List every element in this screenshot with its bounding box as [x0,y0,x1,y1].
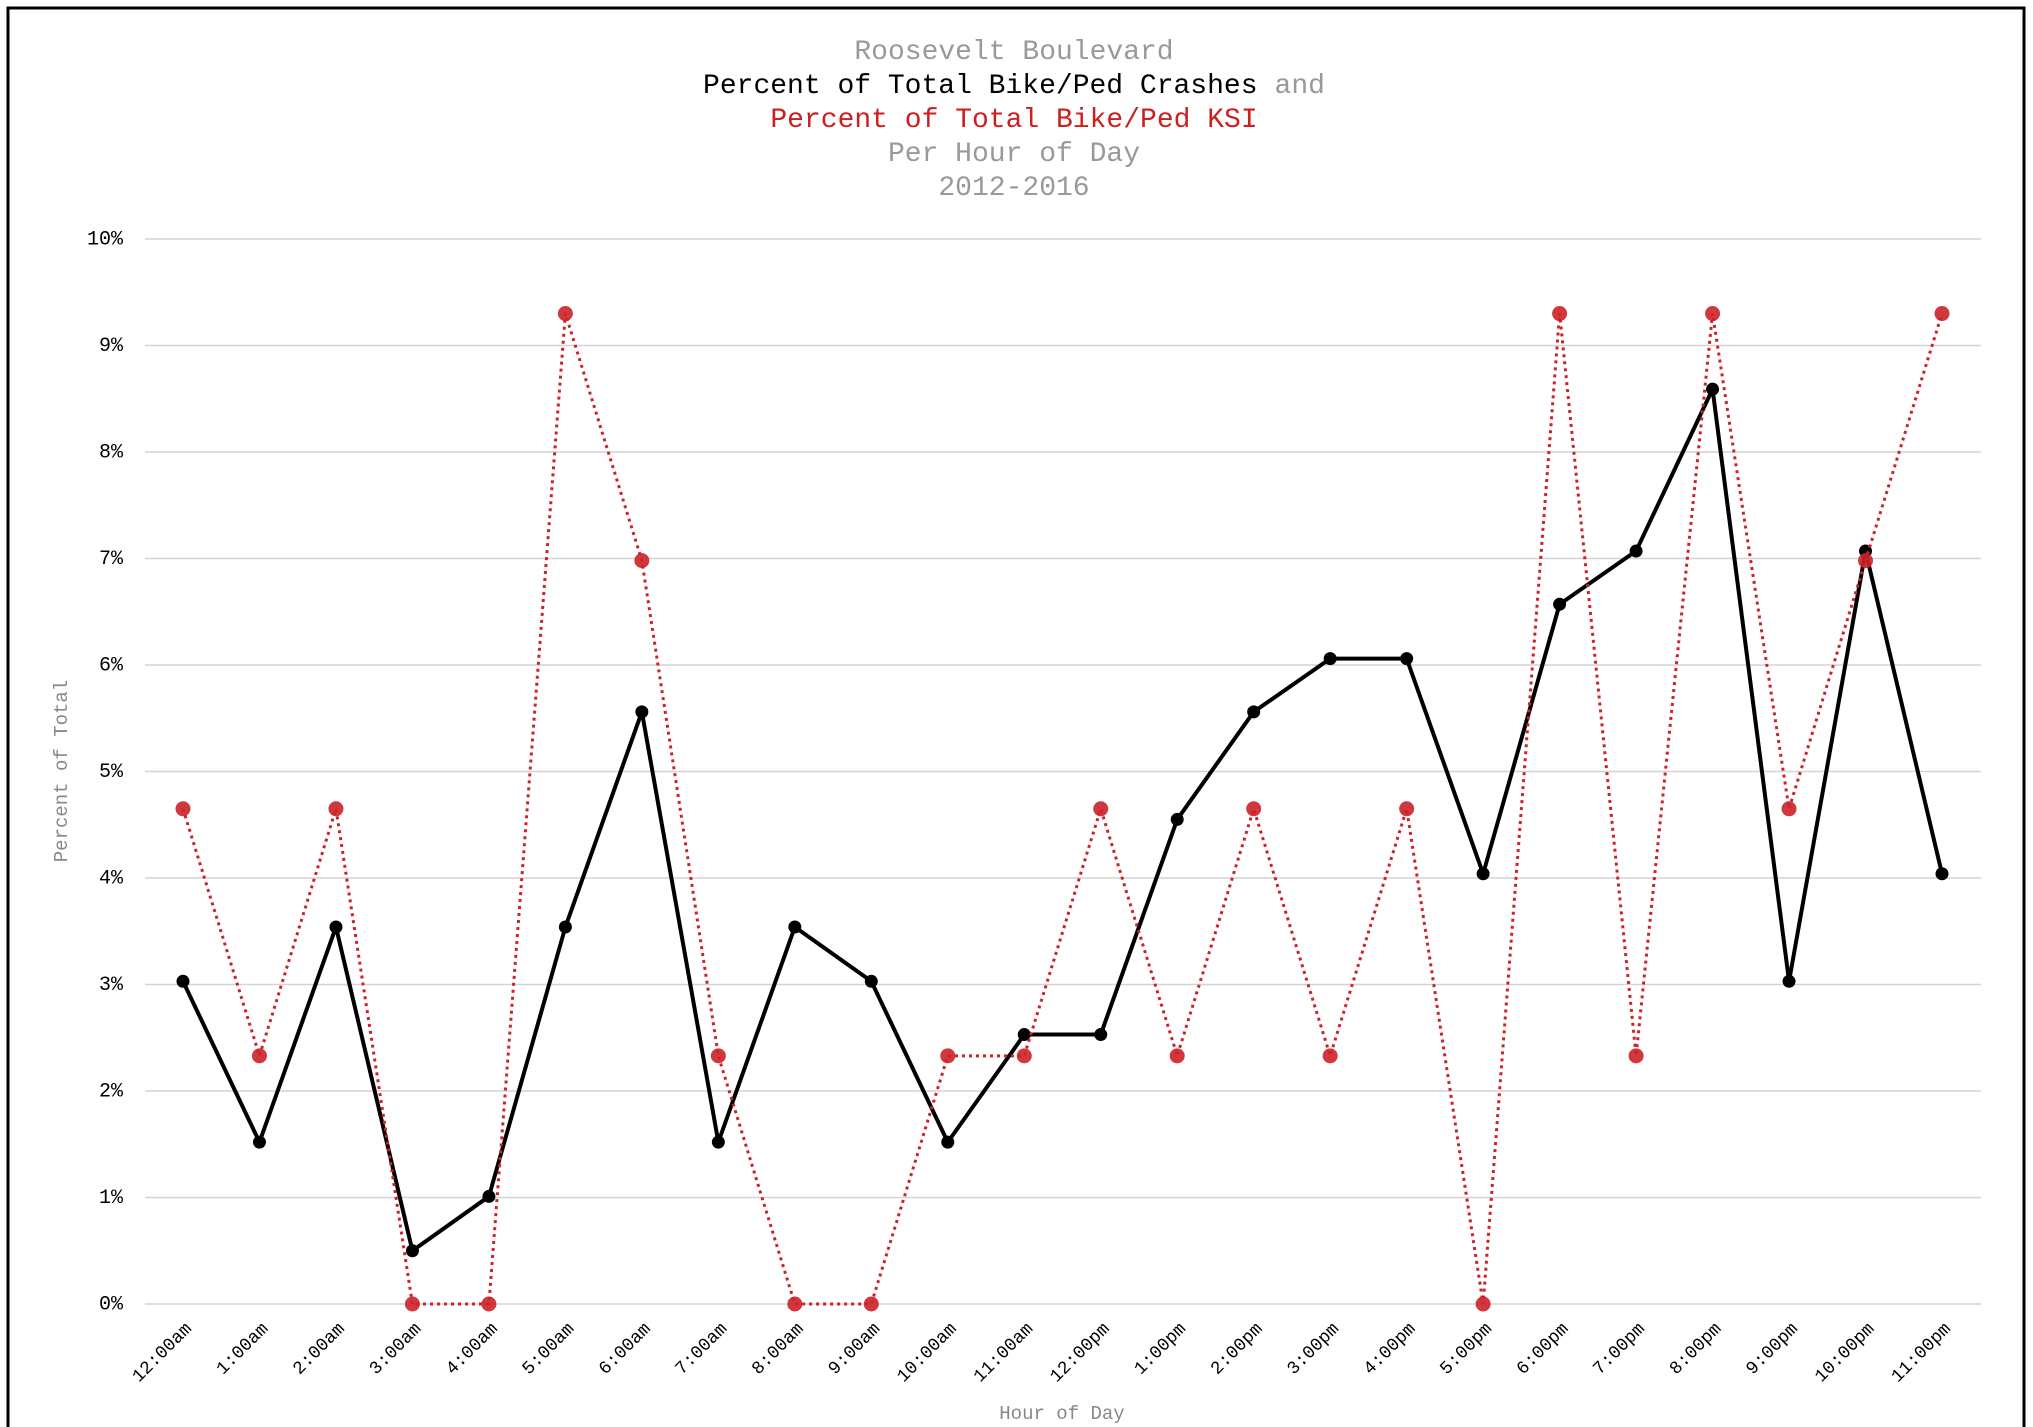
point [1323,652,1337,666]
y-tick-label: 3% [99,974,124,997]
title-line: Per Hour of Day [888,139,1140,170]
point [1322,1048,1338,1064]
point [1476,867,1490,881]
point [482,1189,496,1203]
point [787,1296,803,1312]
frame [6,6,2026,1427]
title-line: Percent of Total Bike/Ped KSI [770,105,1257,136]
point [481,1296,497,1312]
title-line: 2012-2016 [938,173,1089,204]
point [1553,597,1567,611]
point [251,1048,267,1064]
point [863,1296,879,1312]
y-axis-label: Percent of Total [51,680,73,862]
point [1629,544,1643,558]
point [941,1135,955,1149]
x-axis-label: Hour of Day [999,1403,1124,1425]
point [1706,382,1720,396]
title-part: 2012-2016 [938,173,1089,204]
point [1247,705,1261,719]
y-tick-label: 4% [99,867,124,890]
title-line: Percent of Total Bike/Ped Crashes and [703,71,1325,102]
series-line [181,387,1944,1253]
y-tick-label: 8% [99,441,124,464]
title-part: Percent of Total Bike/Ped Crashes [703,71,1258,102]
y-tick-label: 6% [99,654,124,677]
point [1475,1296,1491,1312]
point [1017,1028,1031,1042]
point [328,801,344,817]
title-part: Roosevelt Boulevard [854,37,1173,68]
point [1093,801,1109,817]
point [788,920,802,934]
point [1628,1048,1644,1064]
point [252,1135,266,1149]
point [864,974,878,988]
point [1934,306,1950,322]
point [1016,1048,1032,1064]
y-tick-label: 1% [99,1187,124,1210]
point [940,1048,956,1064]
title-part: and [1275,71,1325,102]
y-tick-label: 0% [99,1293,124,1316]
title-part: Per Hour of Day [888,139,1140,170]
point [1399,801,1415,817]
point [1935,867,1949,881]
point [1782,974,1796,988]
title-line: Roosevelt Boulevard [854,37,1173,68]
y-tick-label: 2% [99,1080,124,1103]
y-tick-label: 5% [99,761,124,784]
point [634,553,650,569]
point [1781,801,1797,817]
y-tick-label: 10% [87,228,124,251]
point [710,1048,726,1064]
point [404,1296,420,1312]
point [405,1244,419,1258]
point [1400,652,1414,666]
point [1094,1028,1108,1042]
point [176,974,190,988]
point [1705,306,1721,322]
series-line [181,313,1944,1306]
point [329,920,343,934]
point [175,801,191,817]
title-part: Percent of Total Bike/Ped KSI [770,105,1257,136]
point [1246,801,1262,817]
y-tick-label: 7% [99,548,124,571]
point [635,705,649,719]
point [1169,1048,1185,1064]
point [557,306,573,322]
point [1552,306,1568,322]
point [1858,553,1874,569]
y-tick-label: 9% [99,335,124,358]
point [1170,812,1184,826]
point [558,920,572,934]
point [711,1135,725,1149]
